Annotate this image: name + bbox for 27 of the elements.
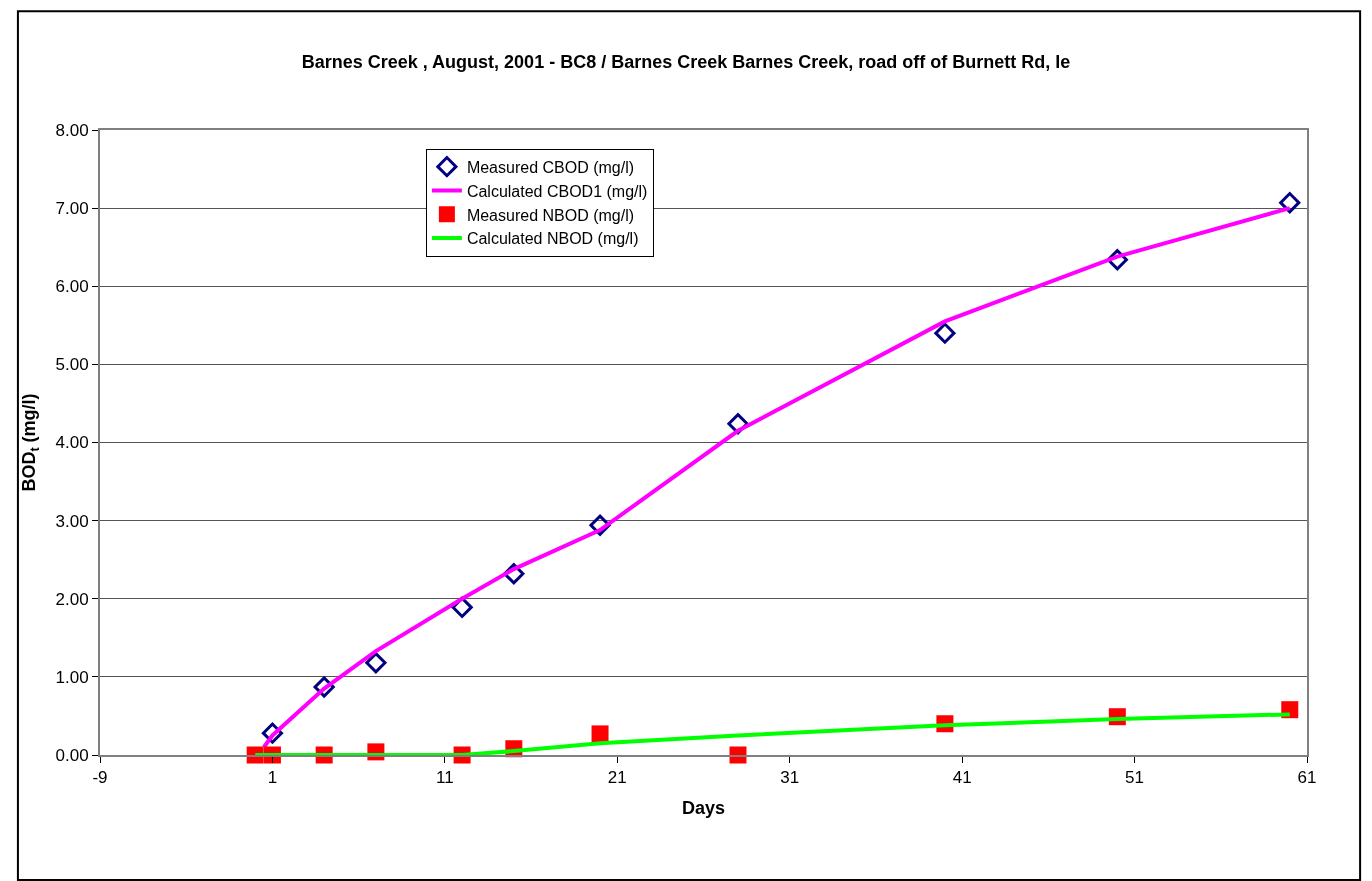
y-tick-label: 2.00 xyxy=(55,589,89,609)
x-tick-label: 41 xyxy=(952,768,972,788)
x-tick-label: -9 xyxy=(92,768,108,788)
y-tick-label: 4.00 xyxy=(55,433,89,453)
point xyxy=(934,322,956,344)
chart-title: Barnes Creek , August, 2001 - BC8 / Barnes Creek Barnes Creek, road off of Burnett Rd, le xyxy=(301,51,1071,72)
x-axis-title: Days xyxy=(681,798,726,818)
x-tick-label: 31 xyxy=(780,768,800,788)
y-tick-label: 3.00 xyxy=(55,511,89,531)
x-tick-label: 11 xyxy=(436,768,454,788)
y-tick-label: 1.00 xyxy=(55,667,89,687)
y-tick-label: 5.00 xyxy=(55,355,89,375)
x-tick-label: 61 xyxy=(1297,768,1317,788)
legend-label: Measured NBOD (mg/l) xyxy=(466,206,635,224)
y-tick-label: 0.00 xyxy=(55,745,89,765)
y-tick-label: 8.00 xyxy=(55,120,89,140)
y-tick-label: 7.00 xyxy=(55,199,89,219)
legend-label: Calculated CBOD1 (mg/l) xyxy=(466,182,648,200)
x-tick-label: 21 xyxy=(607,768,627,788)
x-tick-label: 1 xyxy=(267,768,278,788)
legend-label: Measured CBOD (mg/l) xyxy=(466,158,635,176)
point xyxy=(1279,192,1301,214)
y-tick-label: 6.00 xyxy=(55,277,89,297)
point xyxy=(591,725,609,743)
x-tick-label: 51 xyxy=(1125,768,1145,788)
point xyxy=(365,652,387,674)
legend-label: Calculated NBOD (mg/l) xyxy=(466,230,639,248)
